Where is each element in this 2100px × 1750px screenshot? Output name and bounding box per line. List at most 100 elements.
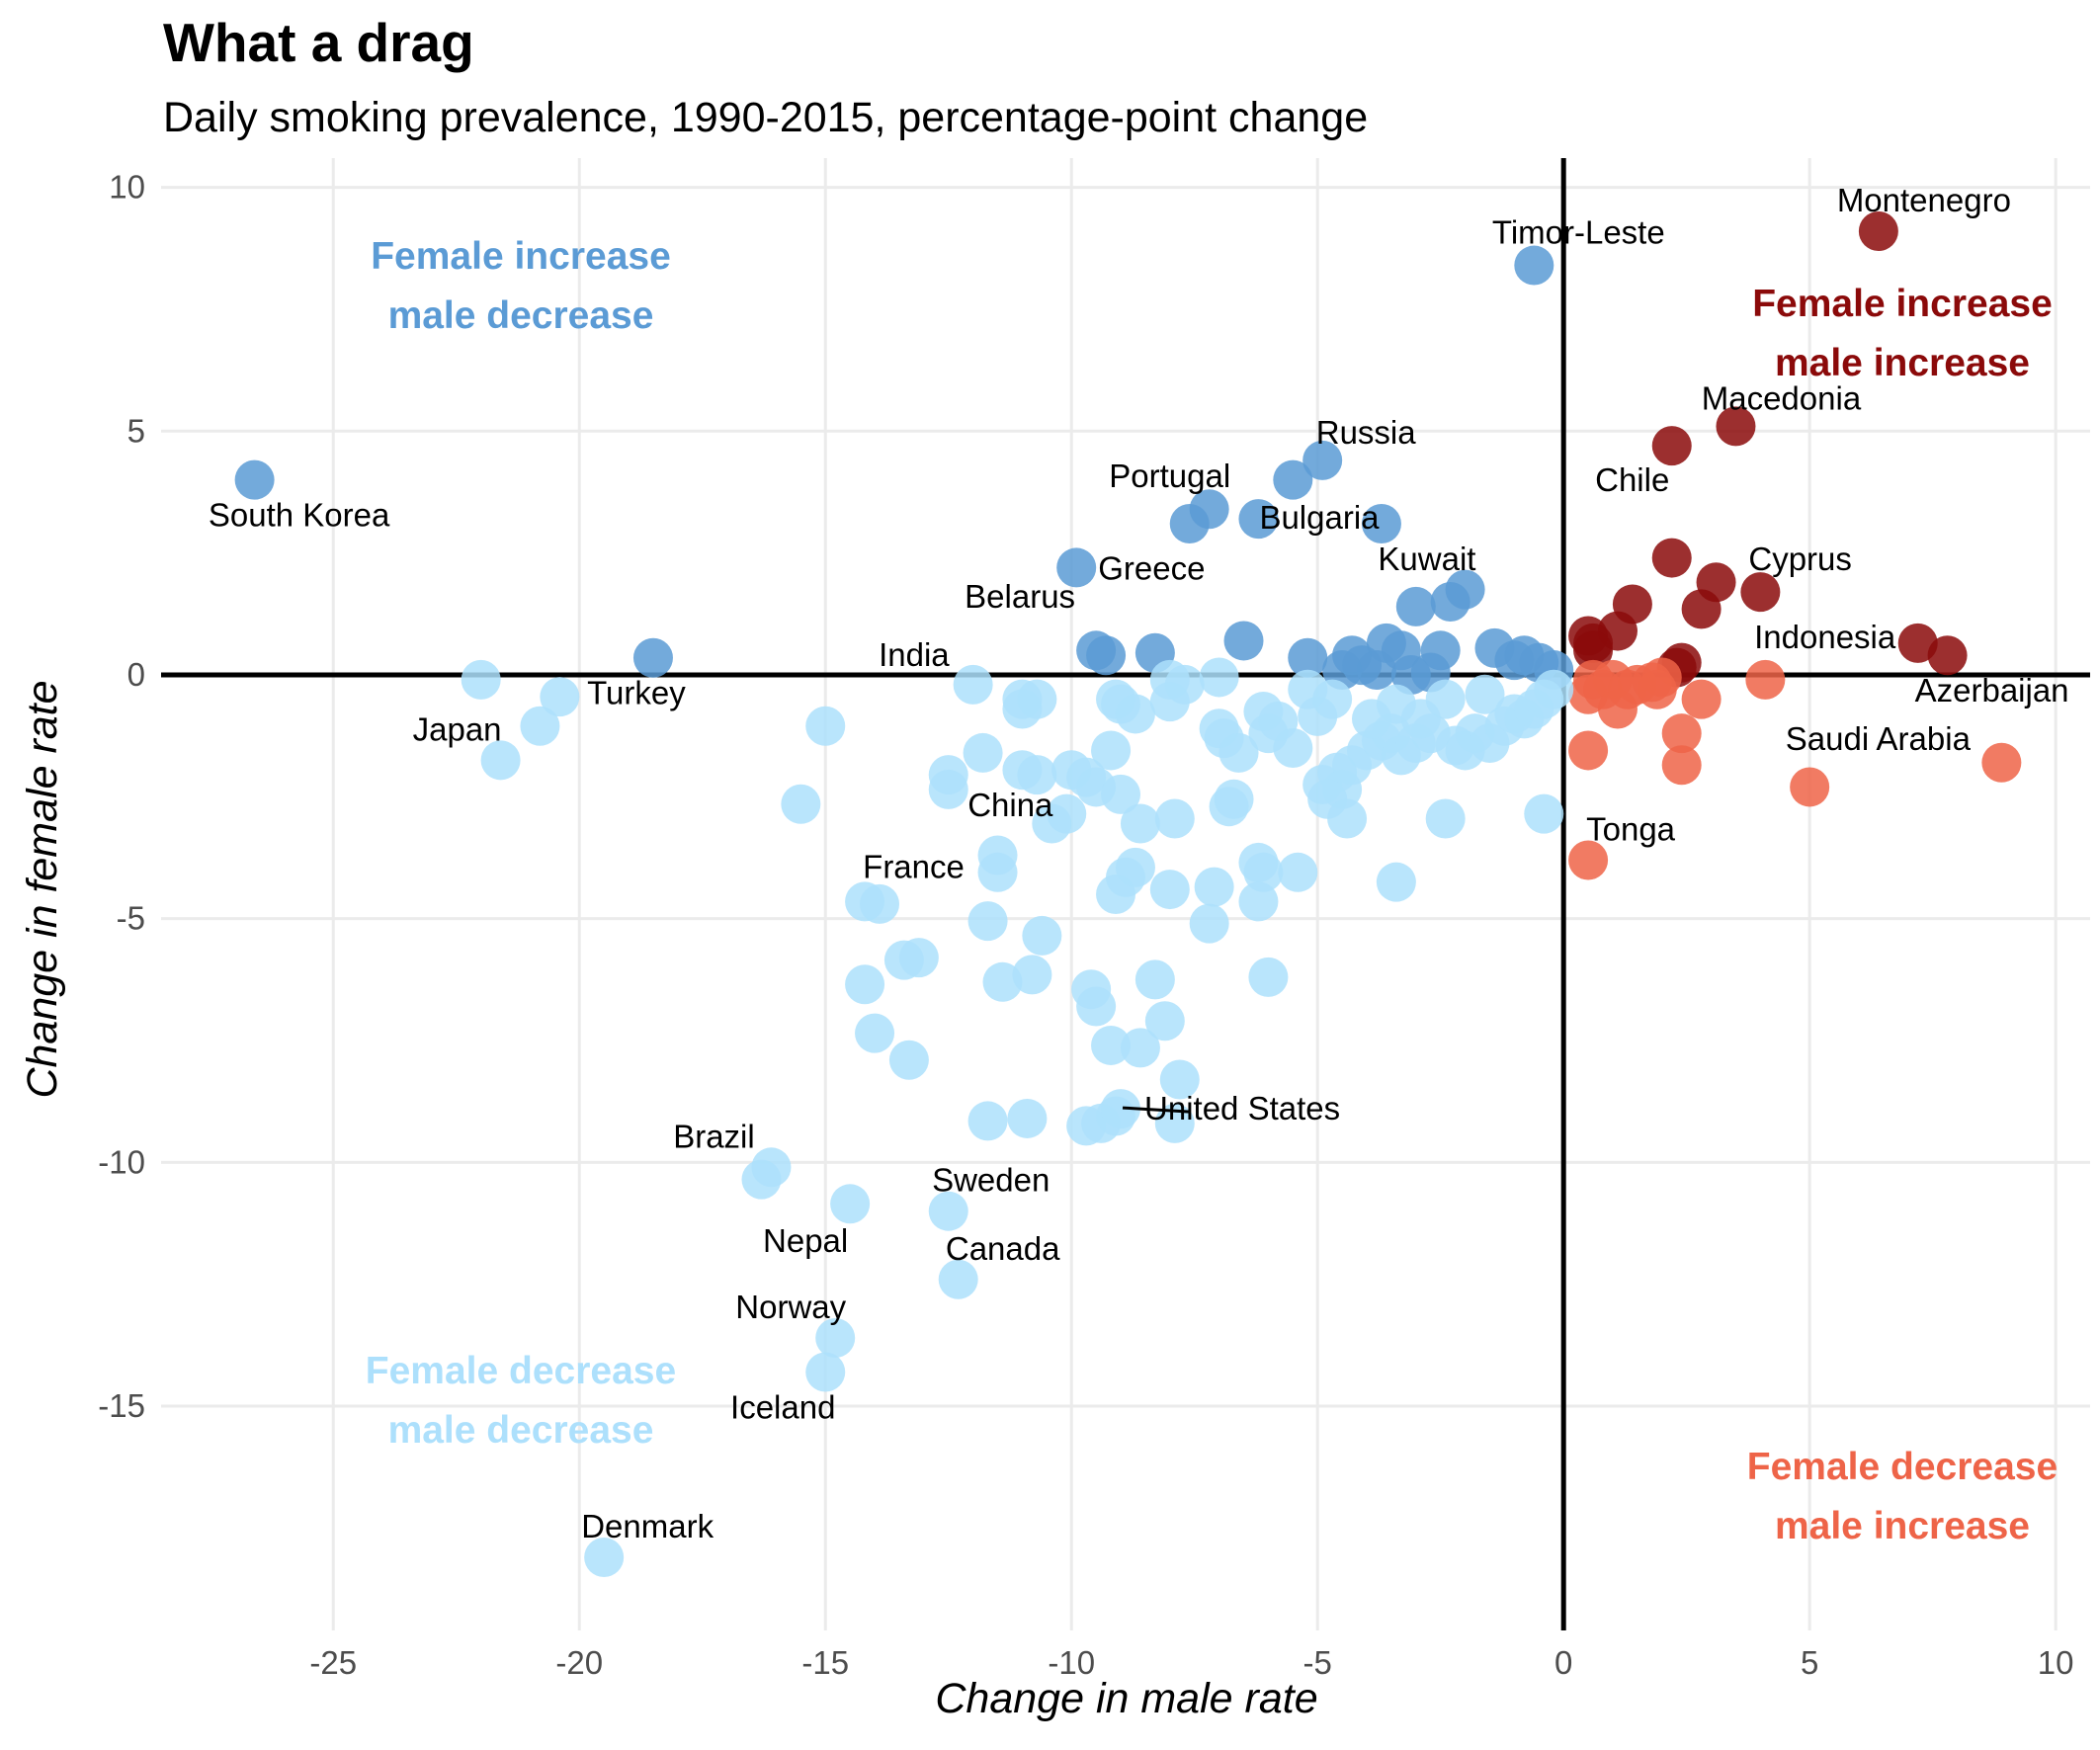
scatter-point (1514, 245, 1554, 286)
y-tick-label: 10 (109, 169, 145, 206)
scatter-point (1376, 862, 1416, 902)
quadrant-label-line2: male decrease (388, 1409, 654, 1452)
scatter-point (1445, 569, 1485, 610)
chart-title: What a drag (163, 12, 474, 73)
scatter-point (977, 852, 1018, 892)
scatter-point (1278, 852, 1318, 892)
x-tick-label: 10 (2038, 1644, 2074, 1681)
point-label: Sweden (932, 1162, 1050, 1199)
scatter-point (1745, 659, 1786, 700)
scatter-point (1288, 637, 1328, 678)
scatter-point (1897, 623, 1938, 663)
scatter-point (1327, 798, 1368, 839)
point-label: Turkey (587, 675, 686, 711)
x-tick-label: 0 (1554, 1644, 1572, 1681)
x-axis-title: Change in male rate (935, 1675, 1317, 1722)
point-label: Saudi Arabia (1786, 720, 1972, 757)
scatter-point (1238, 881, 1279, 922)
scatter-point (938, 1259, 978, 1299)
scatter-point (1189, 489, 1229, 530)
x-tick-label: -15 (801, 1644, 849, 1681)
y-tick-label: 5 (127, 412, 145, 449)
point-label: Belarus (965, 578, 1075, 615)
point-label: Tonga (1586, 810, 1676, 847)
point-label: Japan (413, 710, 502, 747)
scatter-point (1534, 669, 1574, 709)
scatter-point (855, 1013, 895, 1053)
scatter-point (1120, 1028, 1160, 1068)
scatter-point (967, 1101, 1008, 1141)
point-label: Iceland (730, 1389, 835, 1426)
scatter-point (1223, 621, 1264, 661)
scatter-point (741, 1159, 782, 1200)
scatter-point (830, 1184, 871, 1224)
label-leader-line (1122, 1106, 1191, 1114)
scatter-point (1661, 713, 1702, 754)
point-label: Macedonia (1702, 379, 1862, 416)
scatter-point (1159, 1059, 1200, 1100)
scatter-point (967, 901, 1008, 942)
point-label: India (879, 636, 950, 673)
point-labels: Montenegro Timor-Leste Macedonia Chile Russi… (209, 182, 2069, 1544)
point-label: Azerbaijan (1915, 672, 2069, 708)
scatter-point (898, 938, 939, 978)
scatter-point (1465, 674, 1505, 714)
scatter-point (1017, 755, 1057, 795)
scatter-point (1056, 547, 1097, 588)
chart-subtitle: Daily smoking prevalence, 1990-2015, per… (163, 94, 1368, 141)
y-tick-label: -5 (117, 900, 145, 937)
scatter-point (1076, 986, 1117, 1027)
scatter-point (1149, 682, 1190, 722)
scatter-point (953, 664, 993, 705)
scatter-point (1288, 669, 1328, 709)
scatter-point (1740, 572, 1781, 613)
quadrant-label-line2: male increase (1775, 1505, 2030, 1547)
scatter-point (632, 637, 673, 678)
scatter-point (982, 961, 1023, 1002)
quadrant-label-line1: Female decrease (1747, 1446, 2058, 1488)
y-tick-label: -10 (98, 1143, 145, 1180)
scatter-point (1400, 699, 1441, 739)
scatter-point (1302, 440, 1343, 480)
x-tick-label: -5 (1303, 1644, 1332, 1681)
scatter-point (520, 706, 560, 746)
scatter-point (1032, 803, 1072, 844)
scatter-point (888, 1040, 929, 1080)
point-label: China (967, 787, 1053, 823)
x-tick-label: 5 (1801, 1644, 1818, 1681)
scatter-point (1243, 852, 1284, 892)
x-tick-label: -20 (555, 1644, 603, 1681)
scatter-point (1022, 915, 1062, 956)
scatter-point (1981, 742, 2022, 783)
scatter-point (1425, 798, 1466, 839)
scatter-point (1651, 538, 1692, 578)
scatter-point (480, 740, 521, 781)
point-label: United States (1144, 1090, 1340, 1126)
scatter-point (845, 964, 885, 1005)
scatter-point (1641, 657, 1682, 698)
scatter-point (234, 459, 275, 500)
scatter-point (1573, 630, 1614, 671)
point-label: Montenegro (1837, 182, 2011, 218)
scatter-point (1194, 867, 1234, 907)
scatter-point (1361, 504, 1401, 544)
scatter-point (1149, 870, 1190, 910)
scatter-point (1273, 727, 1313, 768)
scatter-point (1189, 903, 1229, 944)
scatter-point (1002, 689, 1043, 729)
scatter-point (584, 1537, 625, 1577)
scatter-point (781, 784, 821, 824)
scatter-point (540, 677, 580, 717)
point-label: Greece (1098, 549, 1205, 586)
scatter-point (1012, 955, 1052, 995)
scatter-point (1086, 635, 1127, 676)
scatter-point (860, 883, 900, 924)
scatter-point (1790, 767, 1830, 807)
scatter-point (1134, 959, 1175, 1000)
scatter-point (1091, 1025, 1132, 1065)
scatter-point (1395, 586, 1436, 626)
scatter-point (1568, 730, 1609, 771)
scatter-point (1524, 793, 1564, 834)
scatter-point (1218, 732, 1259, 773)
point-label: Canada (946, 1230, 1060, 1267)
